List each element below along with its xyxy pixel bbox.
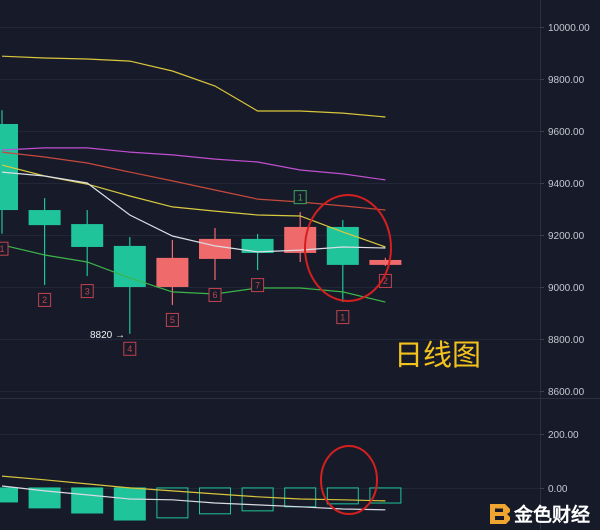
candle-down: [28, 198, 61, 285]
td-count-marker: 1: [0, 241, 9, 256]
td-count-label: 5: [170, 315, 175, 325]
moving-average-line: [1, 147, 386, 181]
indicator-axis-label: 0.00: [548, 484, 568, 495]
candle-up: [369, 257, 402, 266]
candle-body: [326, 226, 359, 265]
td-count-box: [293, 190, 307, 205]
histogram-bar-hollow: [241, 487, 274, 512]
price-axis-label: 9600.00: [548, 127, 585, 138]
candle-body: [369, 259, 402, 265]
price-axis[interactable]: 10000.00 9800.00 9600.00 9400.00 9200.00 9000…: [540, 23, 590, 495]
moving-average-line: [1, 55, 386, 118]
td-count-label: 1: [298, 192, 303, 202]
td-count-marker: 2: [38, 292, 52, 307]
indicator-histogram: [0, 487, 402, 521]
gridlines: [0, 27, 540, 489]
moving-averages: [1, 55, 386, 303]
price-axis-label: 8600.00: [548, 387, 585, 398]
logo-cutout: [495, 508, 504, 520]
candle-body: [241, 238, 274, 253]
candle-down: [113, 237, 146, 334]
td-count-label: 3: [85, 286, 90, 296]
td-count-box: [336, 310, 350, 325]
candle-body: [199, 238, 231, 259]
watermark-text: 金色财经: [513, 503, 590, 526]
td-count-label: 1: [0, 244, 5, 254]
td-count-box: [0, 241, 9, 256]
price-axis-label: 9200.00: [548, 231, 585, 242]
td-count-box: [165, 312, 179, 327]
candle-up: [156, 239, 189, 305]
td-count-label: 4: [127, 344, 132, 354]
price-axis-label: 10000.00: [548, 23, 590, 34]
td-count-box: [38, 292, 52, 307]
indicator-axis-label: 200.00: [548, 430, 579, 441]
candle-body: [28, 210, 61, 226]
td-count-label: 6: [212, 290, 217, 300]
td-count-marker: 3: [80, 284, 94, 299]
td-count-marker: 1: [293, 190, 307, 205]
histogram-bar: [0, 487, 18, 503]
td-count-label: 2: [42, 295, 47, 305]
watermark: 金色财经: [490, 503, 590, 526]
histogram-bar-hollow: [369, 487, 402, 504]
histogram-bar-hollow: [284, 487, 317, 508]
annotations: 8820 → 日线图: [90, 194, 481, 515]
highlight-circle-price: [304, 194, 392, 302]
td-count-box: [123, 341, 137, 356]
td-count-marker: 4: [123, 341, 137, 356]
jinse-logo-icon: [490, 504, 510, 524]
td-count-label: 7: [255, 280, 260, 290]
candle-down: [326, 219, 359, 303]
indicator-line: [1, 485, 386, 511]
price-axis-label: 8800.00: [548, 335, 585, 346]
candle-up: [284, 212, 317, 263]
indicator-lines: [1, 475, 386, 511]
candlesticks: [0, 110, 402, 334]
price-axis-label: 9400.00: [548, 179, 585, 190]
candle-body: [284, 226, 317, 253]
highlight-circle-indicator: [320, 445, 378, 515]
moving-average-line: [1, 151, 386, 211]
td-count-marker: 5: [165, 312, 179, 327]
td-count-box: [251, 278, 265, 293]
td-count-marker: 1: [336, 310, 350, 325]
td-count-box: [208, 287, 222, 302]
td-count-marker: 6: [208, 287, 222, 302]
td-count-marker: 7: [251, 278, 265, 293]
histogram-bar-hollow: [326, 487, 359, 505]
candle-body: [71, 224, 104, 247]
candle-body: [113, 245, 146, 287]
candle-body: [156, 257, 189, 287]
histogram-bar-hollow: [199, 487, 231, 515]
logo-shape: [490, 504, 510, 524]
low-price-label: 8820 →: [90, 330, 125, 341]
td-count-label: 1: [340, 312, 345, 322]
moving-average-line: [1, 171, 386, 253]
td-count-box: [80, 284, 94, 299]
histogram-bar: [71, 487, 104, 514]
td-count-marker: 2: [378, 273, 392, 288]
price-axis-label: 9800.00: [548, 75, 585, 86]
candle-down: [71, 210, 104, 277]
histogram-bar-hollow: [156, 487, 189, 519]
histogram-bar: [28, 487, 61, 509]
td-count-label: 2: [383, 276, 388, 286]
indicator-line: [1, 475, 386, 502]
histogram-bar: [113, 487, 146, 521]
td-count-markers: 1 2 3 4 5 6 7 1 1 2: [0, 190, 392, 356]
chart-caption: 日线图: [394, 338, 481, 372]
price-axis-label: 9000.00: [548, 283, 585, 294]
